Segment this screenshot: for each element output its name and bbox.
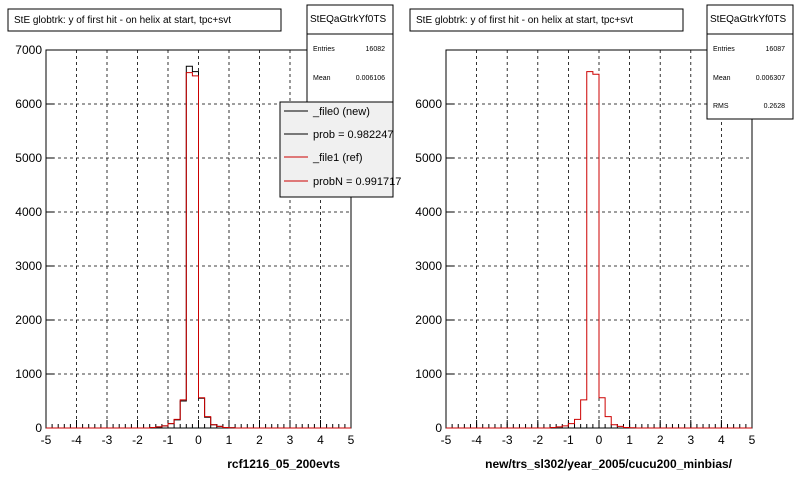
y-tick-label: 3000	[15, 259, 42, 273]
right-yticks: 0 1000 2000 3000 4000 5000 6000	[415, 97, 454, 435]
left-panel: 0 1000 2000 3000 4000 5000 6000 7000 -5 -4 -3 -2 -1…	[7, 4, 401, 471]
y-tick-label: 6000	[415, 97, 442, 111]
x-tick-label: -1	[163, 433, 174, 447]
right-stats-entries-label: Entries	[713, 46, 735, 53]
y-tick-label: 2000	[15, 313, 42, 327]
y-tick-label: 4000	[415, 205, 442, 219]
x-tick-label: 5	[749, 433, 756, 447]
x-tick-label: -4	[471, 433, 482, 447]
left-stats-entries-value: 16082	[366, 46, 386, 53]
right-stats-rms-label: RMS	[713, 103, 729, 110]
x-tick-label: 1	[226, 433, 233, 447]
x-tick-label: 5	[348, 433, 355, 447]
y-tick-label: 5000	[415, 151, 442, 165]
left-xticks: -5 -4 -3 -2 -1 0 1 2 3 4 5	[41, 420, 355, 447]
y-tick-label: 7000	[15, 43, 42, 57]
left-stats-box: StEQaGtrkYf0TS Entries 16082 Mean 0.0061…	[306, 4, 394, 106]
x-tick-label: 4	[718, 433, 725, 447]
y-tick-label: 1000	[15, 367, 42, 381]
x-tick-label: -5	[41, 433, 52, 447]
legend-label-file1: _file1 (ref)	[312, 152, 363, 164]
x-tick-label: -3	[102, 433, 113, 447]
y-tick-label: 0	[435, 421, 442, 435]
right-panel: 0 1000 2000 3000 4000 5000 6000 -5 -4 -3 -2 -1 0 1 2 3…	[409, 4, 794, 471]
right-stats-rms-value: 0.2628	[764, 103, 786, 110]
legend-label-prob: prob = 0.982247	[313, 129, 393, 141]
y-tick-label: 6000	[15, 97, 42, 111]
y-tick-label: 2000	[415, 313, 442, 327]
y-tick-label: 4000	[15, 205, 42, 219]
left-stats-entries-label: Entries	[313, 46, 335, 53]
x-tick-label: -4	[71, 433, 82, 447]
left-stats-name: StEQaGtrkYf0TS	[310, 14, 386, 25]
y-tick-label: 0	[35, 421, 42, 435]
left-histograms	[46, 65, 351, 429]
x-tick-label: -3	[502, 433, 513, 447]
left-title: StE globtrk: y of first hit - on helix a…	[14, 15, 231, 26]
x-tick-label: -2	[532, 433, 543, 447]
right-stats-mean-label: Mean	[713, 75, 731, 82]
left-stats-mean-value: 0.006106	[356, 75, 385, 82]
legend-label-probN: probN = 0.991717	[313, 176, 401, 188]
x-tick-label: -2	[132, 433, 143, 447]
y-tick-label: 1000	[415, 367, 442, 381]
x-tick-label: 1	[626, 433, 633, 447]
x-tick-label: 0	[596, 433, 603, 447]
histogram-series--file1-ref-	[446, 71, 752, 429]
left-legend: _file0 (new) prob = 0.982247 _file1 (ref…	[279, 101, 401, 198]
right-stats-mean-value: 0.006307	[756, 75, 785, 82]
y-tick-label: 3000	[415, 259, 442, 273]
x-tick-label: -1	[563, 433, 574, 447]
histogram-series--file1-ref-	[46, 72, 351, 429]
x-tick-label: 2	[657, 433, 664, 447]
left-title-box	[7, 8, 282, 32]
right-stats-box: StEQaGtrkYf0TS Entries 16087 Mean 0.0063…	[706, 4, 794, 120]
y-tick-label: 5000	[15, 151, 42, 165]
x-tick-label: 4	[317, 433, 324, 447]
right-title: StE globtrk: y of first hit - on helix a…	[416, 15, 633, 26]
x-tick-label: 0	[195, 433, 202, 447]
right-xlabel: new/trs_sl302/year_2005/cucu200_minbias/	[485, 457, 732, 471]
left-stats-mean-label: Mean	[313, 75, 331, 82]
right-xticks: -5 -4 -3 -2 -1 0 1 2 3 4 5	[441, 420, 756, 447]
right-title-box	[409, 8, 684, 32]
left-yticks: 0 1000 2000 3000 4000 5000 6000 7000	[15, 43, 54, 435]
x-tick-label: 3	[687, 433, 694, 447]
legend-label-file0: _file0 (new)	[312, 106, 370, 118]
x-tick-label: 2	[256, 433, 263, 447]
right-histograms	[446, 71, 752, 429]
right-stats-entries-value: 16087	[766, 46, 786, 53]
x-tick-label: 3	[287, 433, 294, 447]
right-stats-name: StEQaGtrkYf0TS	[710, 14, 786, 25]
x-tick-label: -5	[441, 433, 452, 447]
left-xlabel: rcf1216_05_200evts	[227, 457, 340, 471]
